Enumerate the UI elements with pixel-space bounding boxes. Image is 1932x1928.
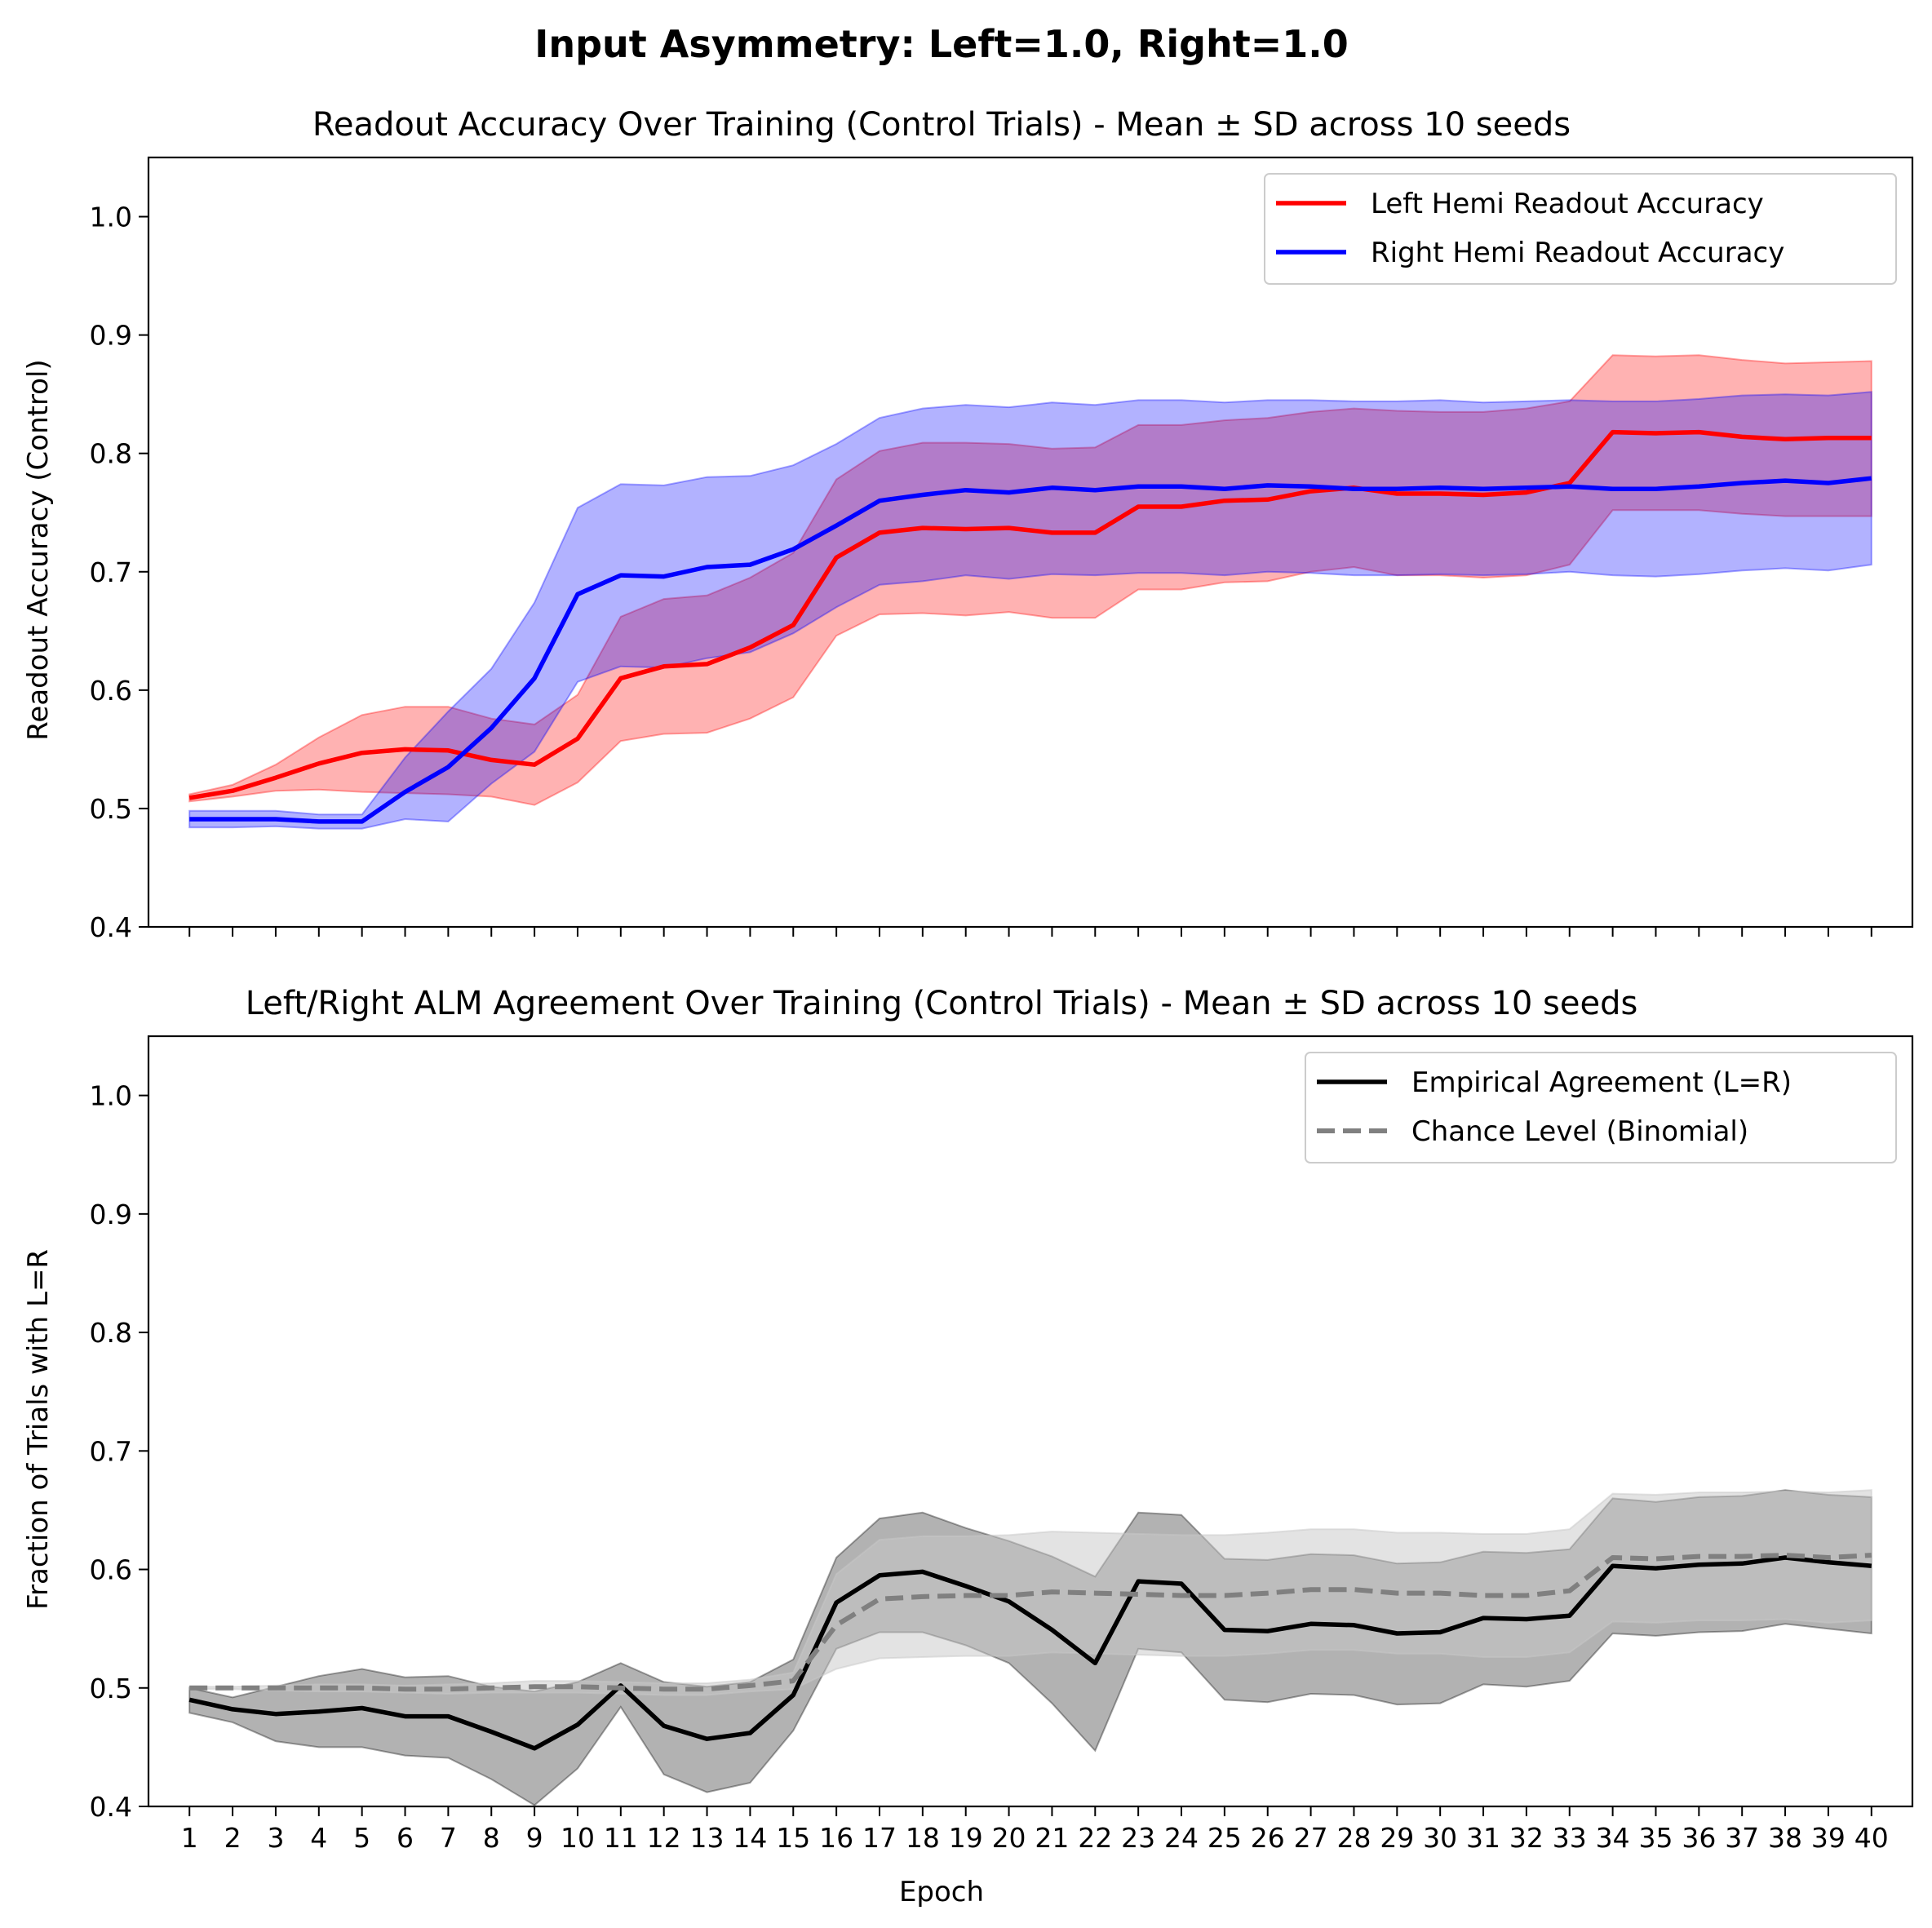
axes-frame xyxy=(147,156,1914,929)
x-tick-label: 18 xyxy=(906,1822,940,1854)
y-tick-label: 0.8 xyxy=(90,438,132,470)
y-tick-label: 0.5 xyxy=(90,793,132,825)
x-tick-label: 34 xyxy=(1596,1822,1630,1854)
x-tick-label: 27 xyxy=(1294,1822,1328,1854)
y-tick-label: 0.8 xyxy=(90,1317,132,1349)
figure-suptitle: Input Asymmetry: Left=1.0, Right=1.0 xyxy=(534,22,1349,66)
mean-line-series-a xyxy=(188,1555,1872,1751)
x-tick-label: 23 xyxy=(1121,1822,1155,1854)
x-tick-label: 12 xyxy=(647,1822,681,1854)
x-tick-label: 5 xyxy=(353,1822,370,1854)
agreement-plot-area: 0.40.50.60.70.80.91.01 2 3 4 5 6 7 8 9 10 11 12 13 14… xyxy=(90,1035,1914,1854)
accuracy-plot-area: 0.4 0.5 0.6 0.7 0.8 0.9 1.0 xyxy=(90,156,1914,943)
x-tick-label: 28 xyxy=(1336,1822,1371,1854)
mean-line-series-b xyxy=(189,476,1872,824)
legend-label: Chance Level (Binomial) xyxy=(1411,1115,1748,1148)
x-tick-label: 10 xyxy=(561,1822,595,1854)
agreement-panel-title: Left/Right ALM Agreement Over Training (… xyxy=(246,985,1638,1022)
x-tick-label: 40 xyxy=(1854,1822,1889,1854)
y-tick-label: 1.0 xyxy=(90,202,132,233)
x-tick-label: 20 xyxy=(992,1822,1026,1854)
mean-line-series-a xyxy=(188,429,1872,800)
x-tick-label: 30 xyxy=(1423,1822,1457,1854)
x-tick-label: 22 xyxy=(1078,1822,1112,1854)
x-tick-label: 36 xyxy=(1682,1822,1716,1854)
x-tick-label: 33 xyxy=(1553,1822,1587,1854)
x-tick-label: 4 xyxy=(310,1822,327,1854)
x-tick-label: 2 xyxy=(224,1822,242,1854)
x-tick-label: 9 xyxy=(526,1822,543,1854)
accuracy-panel-title: Readout Accuracy Over Training (Control … xyxy=(312,106,1571,144)
x-tick-label: 21 xyxy=(1035,1822,1069,1854)
x-tick-label: 29 xyxy=(1380,1822,1414,1854)
legend-box xyxy=(1264,173,1897,285)
agreement-panel: Left/Right ALM Agreement Over Training (… xyxy=(22,985,1914,1908)
axes-frame xyxy=(147,1035,1914,1808)
y-tick-label: 0.6 xyxy=(90,1554,132,1586)
x-tick-label: 38 xyxy=(1768,1822,1802,1854)
y-tick-label: 0.4 xyxy=(90,911,132,943)
accuracy-panel-ylabel: Readout Accuracy (Control) xyxy=(22,359,55,740)
y-tick-label: 0.9 xyxy=(90,320,132,352)
x-tick-label: 25 xyxy=(1208,1822,1242,1854)
y-tick-label: 0.6 xyxy=(90,675,132,707)
legend-label: Empirical Agreement (L=R) xyxy=(1411,1066,1792,1099)
y-tick-label: 0.4 xyxy=(90,1791,132,1823)
agreement-panel-ylabel: Fraction of Trials with L=R xyxy=(22,1249,55,1610)
x-tick-label: 8 xyxy=(483,1822,500,1854)
x-tick-label: 15 xyxy=(776,1822,810,1854)
y-tick-label: 0.7 xyxy=(90,1435,132,1467)
x-tick-label: 24 xyxy=(1164,1822,1199,1854)
x-tick-label: 32 xyxy=(1509,1822,1544,1854)
x-tick-label: 37 xyxy=(1725,1822,1759,1854)
y-tick-label: 0.5 xyxy=(90,1673,132,1704)
accuracy-panel: Readout Accuracy Over Training (Control … xyxy=(22,106,1914,943)
mean-line-series-b xyxy=(189,1553,1872,1692)
x-tick-label: 16 xyxy=(819,1822,853,1854)
x-tick-label: 35 xyxy=(1638,1822,1673,1854)
x-tick-label: 17 xyxy=(862,1822,897,1854)
y-tick-label: 0.7 xyxy=(90,556,132,588)
legend-label: Right Hemi Readout Accuracy xyxy=(1371,237,1784,269)
x-tick-label: 3 xyxy=(267,1822,284,1854)
x-tick-label: 7 xyxy=(440,1822,457,1854)
agreement-panel-xlabel: Epoch xyxy=(899,1876,984,1908)
agreement-legend: Empirical Agreement (L=R) Chance Level (B… xyxy=(1305,1052,1897,1163)
x-tick-label: 26 xyxy=(1251,1822,1285,1854)
x-tick-label: 6 xyxy=(397,1822,414,1854)
y-tick-label: 0.9 xyxy=(90,1199,132,1230)
legend-label: Left Hemi Readout Accuracy xyxy=(1371,188,1764,220)
x-tick-label: 14 xyxy=(733,1822,767,1854)
y-tick-label: 1.0 xyxy=(90,1080,132,1112)
accuracy-legend: Left Hemi Readout Accuracy Right Hemi Rea… xyxy=(1264,173,1897,285)
x-tick-label: 11 xyxy=(604,1822,638,1854)
x-tick-label: 1 xyxy=(181,1822,198,1854)
x-tick-label: 13 xyxy=(690,1822,724,1854)
x-tick-label: 19 xyxy=(949,1822,983,1854)
x-tick-label: 31 xyxy=(1466,1822,1500,1854)
legend-box xyxy=(1305,1052,1897,1163)
x-tick-label: 39 xyxy=(1811,1822,1846,1854)
